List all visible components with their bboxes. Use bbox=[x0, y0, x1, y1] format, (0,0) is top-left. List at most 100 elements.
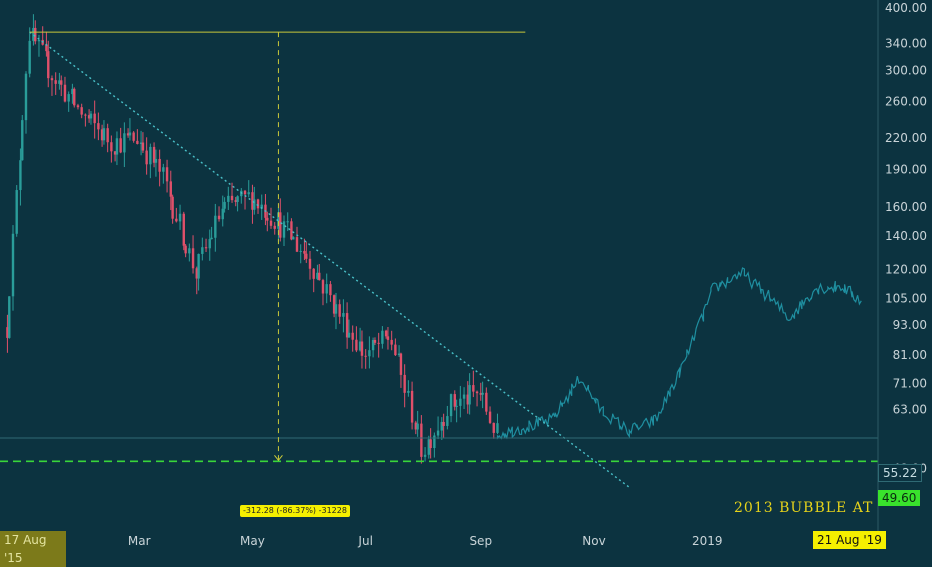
candle-body bbox=[496, 423, 499, 433]
time-tick-label: May bbox=[240, 534, 265, 548]
candle-body bbox=[8, 296, 11, 338]
candle-body bbox=[89, 113, 93, 119]
candle-body bbox=[394, 344, 397, 356]
candle-body bbox=[433, 435, 436, 449]
price-tick-label: 140.00 bbox=[885, 229, 927, 243]
candle-body bbox=[67, 94, 70, 102]
candle-body bbox=[303, 250, 306, 254]
level-price-badge: 49.60 bbox=[878, 490, 921, 506]
candle-body bbox=[210, 237, 213, 240]
candle-body bbox=[292, 237, 295, 240]
candle-body bbox=[76, 105, 80, 108]
price-chart[interactable]: 400.00 340.00 300.00 260.00 220.00 190.00 160.… bbox=[0, 0, 932, 550]
candle-body bbox=[462, 394, 466, 399]
candle-body bbox=[318, 272, 321, 281]
candle-body bbox=[492, 422, 495, 433]
last-price-badge: 55.22 bbox=[878, 464, 923, 482]
candle-body bbox=[459, 398, 462, 406]
candle-body bbox=[308, 258, 312, 269]
candle-body bbox=[169, 181, 172, 197]
candle-body bbox=[488, 411, 492, 423]
candle-body bbox=[299, 250, 302, 252]
price-tick-label: 400.00 bbox=[885, 1, 927, 15]
candle-body bbox=[305, 253, 308, 259]
price-line bbox=[496, 267, 862, 440]
candle-body bbox=[286, 221, 289, 223]
candle-body bbox=[119, 138, 122, 153]
candle-body bbox=[368, 350, 371, 357]
candle-body bbox=[325, 284, 328, 294]
candle-body bbox=[429, 439, 432, 449]
candle-body bbox=[347, 332, 351, 338]
candle-body bbox=[136, 140, 139, 144]
candle-body bbox=[416, 423, 419, 430]
candle-body bbox=[334, 304, 338, 314]
candle-body bbox=[188, 248, 191, 254]
level-label: 2013 BUBBLE AT bbox=[734, 500, 874, 516]
candle-body bbox=[455, 405, 458, 407]
candle-body bbox=[145, 150, 148, 165]
candle-body bbox=[37, 39, 41, 42]
candle-body bbox=[247, 192, 250, 195]
candle-body bbox=[34, 27, 37, 42]
axis-panel bbox=[878, 0, 932, 550]
candle-body bbox=[214, 215, 217, 238]
candle-body bbox=[63, 84, 67, 102]
candle-body bbox=[371, 339, 375, 351]
candle-body bbox=[50, 78, 54, 81]
candle-body bbox=[260, 204, 263, 209]
candle-body bbox=[273, 225, 276, 229]
candle-body bbox=[269, 220, 273, 226]
candle-body bbox=[236, 196, 239, 202]
candle-body bbox=[403, 374, 406, 393]
candle-body bbox=[71, 88, 74, 95]
candle-body bbox=[386, 336, 390, 340]
candle-body bbox=[407, 390, 410, 393]
candle-body bbox=[141, 142, 145, 151]
candle-body bbox=[481, 392, 484, 395]
candle-body bbox=[338, 304, 341, 317]
candle-body bbox=[423, 454, 427, 457]
candle-body bbox=[60, 80, 63, 85]
line-series bbox=[496, 267, 862, 440]
candle-body bbox=[410, 390, 414, 423]
candle-body bbox=[100, 129, 104, 141]
candle-body bbox=[449, 394, 453, 417]
candle-body bbox=[97, 123, 100, 130]
price-tick-label: 105.00 bbox=[885, 291, 927, 305]
candle-body bbox=[312, 268, 315, 279]
candle-body bbox=[184, 245, 187, 254]
candle-body bbox=[442, 421, 445, 426]
price-tick-label: 120.00 bbox=[885, 262, 927, 276]
candle-body bbox=[390, 339, 393, 345]
candle-body bbox=[15, 190, 18, 234]
candle-body bbox=[436, 430, 440, 436]
candle-body bbox=[126, 133, 130, 136]
candle-body bbox=[21, 120, 24, 161]
price-tick-label: 260.00 bbox=[885, 95, 927, 109]
price-axis: 400.00 340.00 300.00 260.00 220.00 190.00 160.… bbox=[128, 0, 932, 550]
candle-body bbox=[175, 218, 178, 222]
price-tick-label: 220.00 bbox=[885, 131, 927, 145]
candle-body bbox=[182, 213, 185, 246]
candle-body bbox=[19, 160, 22, 191]
candle-body bbox=[73, 88, 76, 106]
candle-body bbox=[221, 208, 224, 220]
candle-body bbox=[102, 128, 106, 141]
measure-arrow bbox=[274, 454, 283, 462]
time-tick-label: Nov bbox=[582, 534, 605, 548]
candle-body bbox=[468, 385, 471, 405]
candle-body bbox=[397, 353, 401, 356]
candle-body bbox=[342, 313, 345, 317]
candle-body bbox=[414, 422, 417, 430]
candle-body bbox=[162, 167, 165, 172]
candle-body bbox=[208, 239, 211, 249]
candle-body bbox=[11, 233, 15, 297]
candle-body bbox=[251, 192, 254, 210]
candle-body bbox=[106, 128, 109, 143]
candle-body bbox=[358, 341, 362, 351]
candle-body bbox=[195, 268, 198, 279]
candle-body bbox=[217, 215, 221, 220]
candle-body bbox=[93, 113, 96, 124]
